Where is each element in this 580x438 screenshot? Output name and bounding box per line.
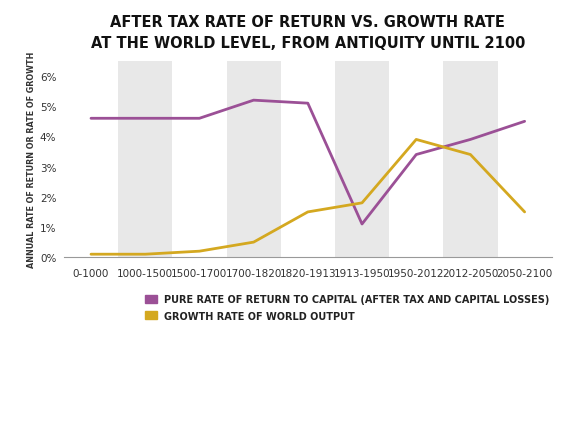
Bar bbox=[335, 62, 389, 258]
Y-axis label: ANNUAL RATE OF RETURN OR RATE OF GROWTH: ANNUAL RATE OF RETURN OR RATE OF GROWTH bbox=[27, 52, 35, 268]
Bar bbox=[443, 62, 498, 258]
Bar bbox=[227, 62, 281, 258]
Bar bbox=[118, 62, 172, 258]
Title: AFTER TAX RATE OF RETURN VS. GROWTH RATE
AT THE WORLD LEVEL, FROM ANTIQUITY UNTI: AFTER TAX RATE OF RETURN VS. GROWTH RATE… bbox=[90, 15, 525, 51]
Legend: PURE RATE OF RETURN TO CAPITAL (AFTER TAX AND CAPITAL LOSSES), GROWTH RATE OF WO: PURE RATE OF RETURN TO CAPITAL (AFTER TA… bbox=[145, 295, 549, 321]
